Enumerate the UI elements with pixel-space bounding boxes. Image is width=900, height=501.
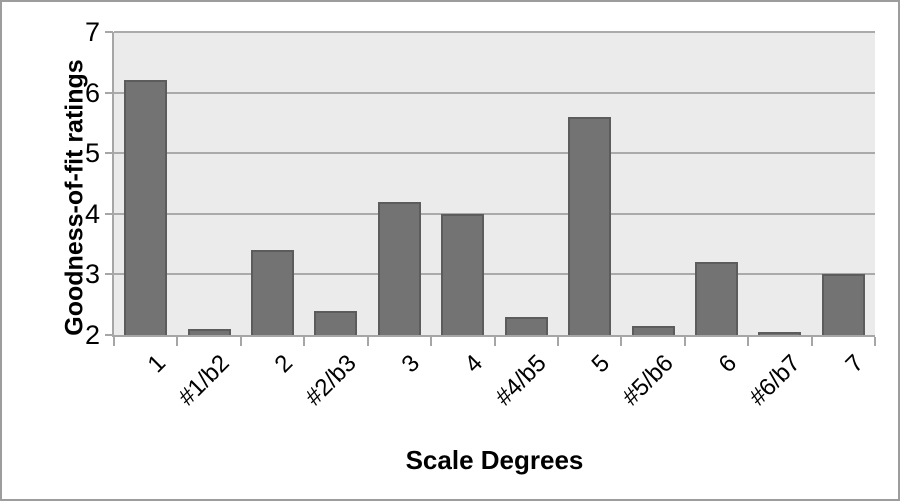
bar bbox=[632, 326, 675, 335]
gridline bbox=[114, 273, 875, 275]
x-axis-line bbox=[112, 335, 875, 337]
y-tick-label: 5 bbox=[84, 138, 100, 168]
x-axis-tick bbox=[494, 337, 496, 346]
x-tick-label: 2 bbox=[269, 349, 299, 379]
gridline bbox=[114, 31, 875, 33]
x-axis-tick bbox=[811, 337, 813, 346]
x-axis-tick bbox=[303, 337, 305, 346]
gridline bbox=[114, 213, 875, 215]
bar bbox=[378, 202, 421, 335]
x-axis-tick bbox=[747, 337, 749, 346]
x-tick-label: #1/b2 bbox=[173, 349, 235, 412]
y-tick-label: 4 bbox=[84, 199, 100, 229]
bar bbox=[758, 332, 801, 335]
x-axis-tick bbox=[874, 337, 876, 346]
y-axis-line bbox=[112, 32, 114, 337]
x-axis-tick bbox=[430, 337, 432, 346]
plot-area bbox=[114, 31, 875, 335]
bar bbox=[695, 262, 738, 335]
bar bbox=[568, 117, 611, 335]
x-axis-tick bbox=[176, 337, 178, 346]
y-axis-tick bbox=[105, 334, 113, 336]
y-tick-label: 7 bbox=[84, 17, 100, 47]
gridline bbox=[114, 152, 875, 154]
y-tick-label: 6 bbox=[84, 78, 100, 108]
x-axis-tick bbox=[113, 337, 115, 346]
y-axis-tick bbox=[105, 31, 113, 33]
x-tick-label: 4 bbox=[459, 349, 489, 379]
bar bbox=[505, 317, 548, 335]
bar bbox=[251, 250, 294, 335]
x-axis-tick bbox=[684, 337, 686, 346]
y-axis-tick bbox=[105, 273, 113, 275]
x-tick-label: 1 bbox=[142, 349, 172, 379]
bar bbox=[314, 311, 357, 335]
x-tick-label: #5/b6 bbox=[617, 349, 679, 412]
x-tick-label: 6 bbox=[713, 349, 743, 379]
bar bbox=[441, 214, 484, 335]
bar bbox=[124, 80, 167, 335]
x-tick-label: #2/b3 bbox=[300, 349, 362, 412]
x-axis-tick bbox=[367, 337, 369, 346]
y-axis-tick bbox=[105, 213, 113, 215]
bar bbox=[188, 329, 231, 335]
x-tick-label: #6/b7 bbox=[743, 349, 806, 412]
gridline bbox=[114, 92, 875, 94]
x-tick-label: 5 bbox=[586, 349, 616, 379]
x-axis-tick bbox=[557, 337, 559, 346]
x-tick-label: #4/b5 bbox=[490, 349, 552, 412]
x-axis-title: Scale Degrees bbox=[405, 445, 584, 475]
x-axis-tick bbox=[240, 337, 242, 346]
x-tick-label: 7 bbox=[840, 349, 869, 379]
bar bbox=[822, 274, 865, 335]
y-axis-tick bbox=[105, 92, 113, 94]
y-tick-label: 3 bbox=[84, 259, 100, 289]
x-tick-label: 3 bbox=[396, 349, 426, 379]
y-axis-tick bbox=[105, 152, 113, 154]
x-axis-tick bbox=[620, 337, 622, 346]
y-tick-label: 2 bbox=[84, 320, 100, 350]
